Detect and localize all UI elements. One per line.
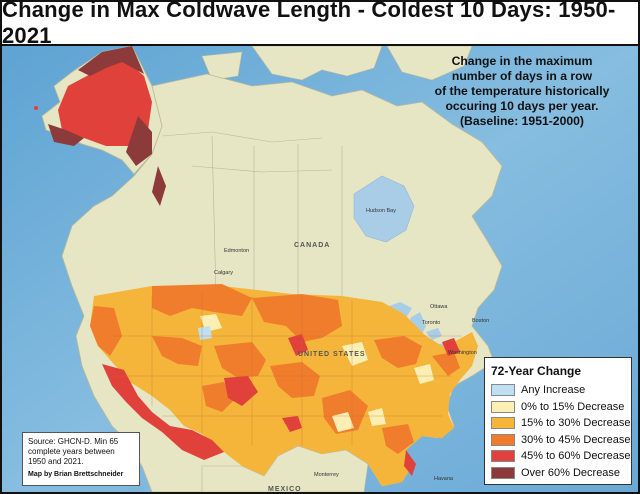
title-bar: Change in Max Coldwave Length - Coldest … (2, 0, 638, 48)
label-havana: Havana (434, 476, 453, 482)
alaska-region-red (58, 60, 152, 146)
legend-item-0-15: 0% to 15% Decrease (491, 399, 625, 416)
state-borders (112, 292, 462, 446)
source-note: Source: GHCN-D. Min 65 complete years be… (22, 432, 140, 486)
legend-swatch (491, 384, 515, 397)
map-canvas (2, 46, 638, 492)
legend-swatch (491, 417, 515, 430)
label-calgary: Calgary (214, 270, 233, 276)
legend-item-30-45: 30% to 45% Decrease (491, 432, 630, 449)
legend-label: 15% to 30% Decrease (521, 417, 631, 430)
legend-item-15-30: 15% to 30% Decrease (491, 415, 630, 432)
label-toronto: Toronto (422, 320, 441, 326)
alaska-island-dot (34, 106, 38, 110)
subtitle-line: Change in the maximum (451, 54, 593, 68)
hudson-bay (353, 175, 415, 243)
subtitle-line: occuring 10 days per year. (445, 99, 599, 113)
source-line: Source: GHCN-D. Min 65 (28, 437, 119, 446)
zone-45-60 (102, 334, 460, 476)
legend-swatch (491, 400, 515, 413)
legend-label: 0% to 15% Decrease (521, 400, 625, 413)
subtitle-line: of the temperature historically (434, 84, 610, 98)
legend-item-over-60: Over 60% Decrease (491, 465, 625, 482)
arctic-islands (201, 46, 473, 81)
alaska-region-dark (48, 46, 166, 206)
legend-label: 30% to 45% Decrease (521, 433, 631, 446)
legend: 72-Year Change Any Increase 0% to 15% De… (484, 357, 632, 485)
subtitle-line: (Baseline: 1951-2000) (460, 114, 584, 128)
subtitle-line: number of days in a row (451, 69, 593, 83)
label-hudson-bay: Hudson Bay (366, 208, 396, 214)
label-mexico: MEXICO (268, 486, 302, 493)
map-subtitle: Change in the maximum number of days in … (404, 54, 638, 129)
legend-title: 72-Year Change (491, 364, 582, 378)
label-canada: CANADA (294, 242, 331, 249)
legend-label: Over 60% Decrease (521, 466, 621, 479)
map-title: Change in Max Coldwave Length - Coldest … (2, 0, 616, 48)
map-credit: Map by Brian Brettschneider (28, 471, 124, 478)
map-svg (2, 46, 638, 492)
source-line: complete years between (28, 447, 115, 456)
province-borders (161, 131, 343, 297)
label-washington: Washington (448, 350, 477, 356)
label-edmonton: Edmonton (224, 248, 250, 254)
label-monterrey: Monterrey (314, 472, 339, 478)
legend-label: Any Increase (521, 384, 586, 397)
mexico-land (201, 445, 369, 492)
legend-label: 45% to 60% Decrease (521, 450, 631, 463)
legend-swatch (491, 433, 515, 446)
zone-30-45 (90, 284, 460, 454)
legend-item-45-60: 45% to 60% Decrease (491, 448, 630, 465)
label-ottawa: Ottawa (430, 304, 448, 310)
label-boston: Boston (472, 318, 490, 324)
label-united-states: UNITED STATES (298, 351, 366, 358)
zone-any-increase (198, 326, 212, 340)
legend-item-any-increase: Any Increase (491, 382, 625, 399)
source-line: 1950 and 2021. (28, 457, 84, 466)
legend-swatch (491, 466, 515, 479)
legend-swatch (491, 450, 515, 463)
